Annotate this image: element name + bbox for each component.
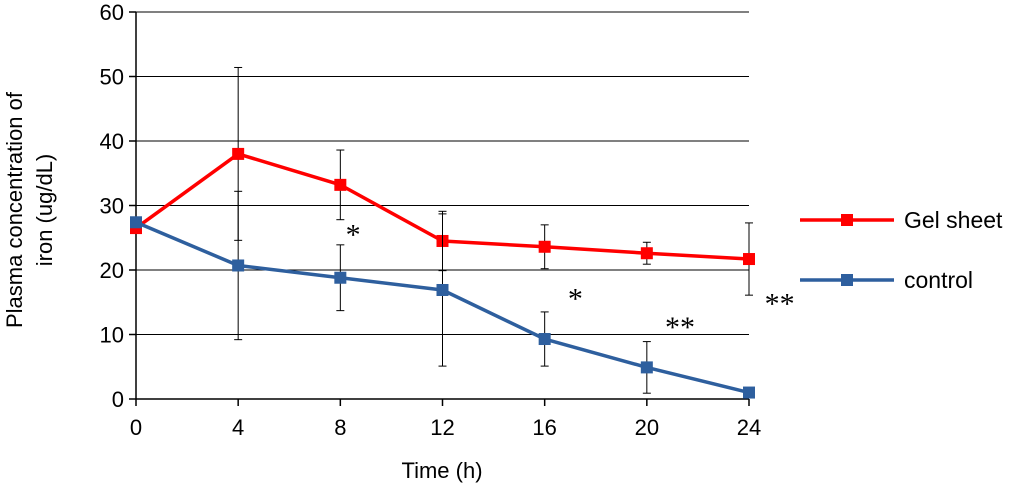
legend-label: Gel sheet: [904, 207, 1003, 233]
data-point: [538, 240, 551, 253]
x-tick-label: 8: [334, 415, 346, 440]
data-point: [232, 259, 245, 272]
legend: Gel sheet control: [800, 207, 1003, 293]
x-tick-label: 20: [635, 415, 659, 440]
y-tick-label: 20: [100, 258, 124, 283]
data-point: [743, 253, 755, 266]
y-tick-label: 60: [100, 0, 124, 25]
significance-annotations: ******: [346, 219, 795, 344]
y-tick-label: 10: [100, 323, 124, 348]
x-axis-title: Time (h): [401, 458, 482, 483]
significance-mark: *: [346, 219, 361, 252]
axes: [129, 11, 750, 406]
significance-mark: *: [568, 282, 583, 315]
significance-mark: **: [765, 288, 795, 321]
x-tick-label: 16: [532, 415, 556, 440]
series-control: [130, 190, 755, 399]
data-series: [130, 66, 755, 399]
data-point: [640, 247, 653, 260]
significance-mark: **: [665, 311, 695, 344]
legend-item-control: control: [800, 267, 973, 293]
legend-item-gel-sheet: Gel sheet: [800, 207, 1003, 233]
data-point: [436, 283, 449, 296]
y-axis-title-line-2: iron (ug/dL): [32, 154, 57, 267]
y-tick-label: 0: [112, 387, 124, 412]
data-point: [334, 271, 347, 284]
x-tick-label: 4: [232, 415, 244, 440]
y-tick-label: 30: [100, 194, 124, 219]
y-tick-labels: 0 10 20 30 40 50 60: [100, 0, 124, 412]
y-axis-title-line-1: Plasma concentration of: [2, 91, 27, 328]
data-point: [640, 361, 653, 374]
x-tick-label: 0: [130, 415, 142, 440]
y-tick-label: 50: [100, 65, 124, 90]
data-point: [130, 216, 142, 229]
y-tick-label: 40: [100, 129, 124, 154]
legend-marker: [841, 214, 853, 226]
x-tick-label: 12: [430, 415, 454, 440]
legend-marker: [841, 274, 853, 286]
data-point: [538, 333, 551, 346]
data-point: [743, 386, 755, 399]
x-tick-label: 24: [737, 415, 761, 440]
data-point: [232, 147, 245, 160]
x-tick-labels: 0 4 8 12 16 20 24: [130, 415, 761, 440]
legend-label: control: [904, 267, 973, 293]
data-point: [334, 178, 347, 191]
y-axis-title: Plasma concentration of iron (ug/dL): [2, 91, 57, 328]
